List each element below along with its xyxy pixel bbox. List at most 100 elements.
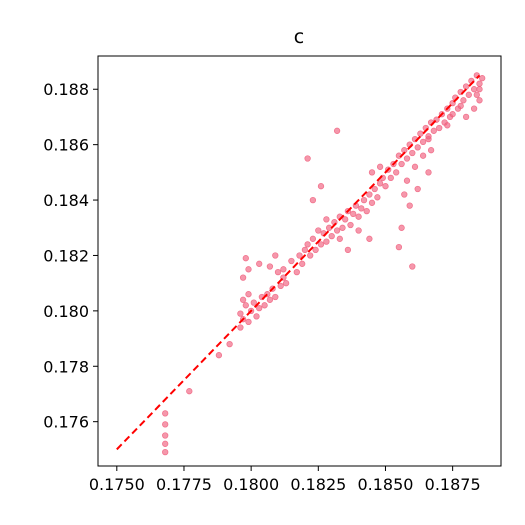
data-point (458, 103, 464, 109)
data-point (377, 164, 383, 170)
data-point (364, 208, 370, 214)
data-point (412, 164, 418, 170)
data-point (410, 150, 416, 156)
data-point (393, 170, 399, 176)
data-point (471, 106, 477, 112)
data-point (340, 225, 346, 231)
data-point (305, 156, 311, 162)
y-tick-label: 0.182 (43, 246, 89, 265)
data-point (318, 183, 324, 189)
data-point (418, 131, 424, 137)
data-point (256, 305, 262, 311)
data-point (372, 186, 378, 192)
data-point (162, 449, 168, 455)
data-point (359, 206, 365, 212)
data-point (420, 153, 426, 159)
data-point (474, 92, 480, 98)
data-point (367, 192, 373, 198)
data-point (278, 283, 284, 289)
data-point (302, 247, 308, 253)
data-point (396, 244, 402, 250)
data-point (463, 84, 469, 90)
data-point (238, 311, 244, 317)
data-point (369, 200, 375, 206)
data-point (273, 253, 279, 259)
data-point (240, 275, 246, 281)
data-point (318, 242, 324, 248)
data-point (310, 236, 316, 242)
data-point (299, 261, 305, 267)
data-point (445, 123, 451, 129)
data-point (450, 111, 456, 117)
x-tick-label: 0.1875 (425, 475, 481, 494)
data-point (436, 125, 442, 131)
y-tick-label: 0.184 (43, 191, 89, 210)
data-point (243, 303, 249, 309)
data-point (267, 297, 273, 303)
y-tick-label: 0.188 (43, 80, 89, 99)
data-point (297, 253, 303, 259)
data-point (246, 319, 252, 325)
data-point (313, 247, 319, 253)
x-tick-label: 0.1825 (290, 475, 346, 494)
data-point (246, 291, 252, 297)
data-point (428, 147, 434, 153)
data-point (162, 411, 168, 417)
data-point (238, 325, 244, 331)
data-point (162, 441, 168, 447)
data-point (273, 294, 279, 300)
x-tick-label: 0.1800 (223, 475, 279, 494)
data-point (246, 267, 252, 273)
data-point (471, 86, 477, 92)
data-point (267, 264, 273, 270)
y-tick-label: 0.180 (43, 302, 89, 321)
data-point (420, 139, 426, 145)
data-point (477, 98, 483, 104)
data-point (375, 195, 381, 201)
data-point (187, 388, 193, 394)
data-point (404, 156, 410, 162)
data-point (399, 225, 405, 231)
data-point (415, 186, 421, 192)
data-point (162, 422, 168, 428)
data-point (477, 81, 483, 87)
data-point (324, 239, 330, 245)
data-point (334, 128, 340, 134)
data-point (307, 253, 313, 259)
data-point (345, 247, 351, 253)
data-point (350, 211, 356, 217)
chart-title: c (294, 26, 304, 48)
y-tick-label: 0.176 (43, 413, 89, 432)
data-point (461, 98, 467, 104)
data-point (294, 269, 300, 275)
data-point (388, 175, 394, 181)
data-point (356, 228, 362, 234)
data-point (251, 300, 257, 306)
data-point (410, 264, 416, 270)
data-point (216, 352, 222, 358)
y-tick-label: 0.178 (43, 357, 89, 376)
data-point (399, 161, 405, 167)
data-point (324, 217, 330, 223)
data-point (431, 128, 437, 134)
x-tick-label: 0.1850 (357, 475, 413, 494)
data-point (305, 242, 311, 248)
data-point (342, 217, 348, 223)
data-point (254, 314, 260, 320)
data-point (407, 203, 413, 209)
data-point (404, 178, 410, 184)
data-point (275, 269, 281, 275)
points-layer (162, 73, 485, 455)
data-point (361, 197, 367, 203)
data-point (243, 255, 249, 261)
data-point (367, 236, 373, 242)
y-tick-label: 0.186 (43, 136, 89, 155)
axes-layer: 0.1750 0.1775 0.1800 0.1825 0.1850 0.1875 0.17… (43, 80, 480, 494)
x-tick-label: 0.1750 (89, 475, 145, 494)
data-point (477, 86, 483, 92)
data-point (463, 114, 469, 120)
data-point (256, 261, 262, 267)
reference-line (117, 75, 480, 449)
reference-line-layer (117, 75, 480, 449)
